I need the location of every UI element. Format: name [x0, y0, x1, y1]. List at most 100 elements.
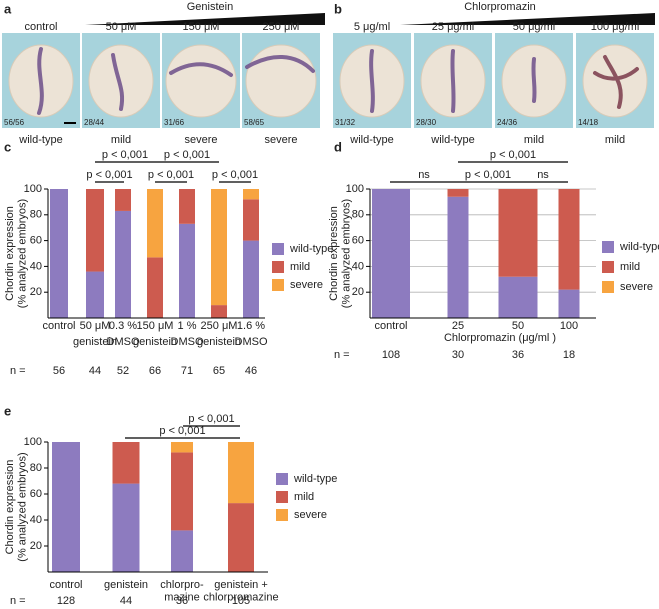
- text-line: (% analyzed embryos): [17, 452, 29, 561]
- column-label: 25 μg/ml: [432, 21, 474, 33]
- text-line: (% analyzed embryos): [17, 199, 29, 308]
- legend-swatch: [272, 261, 284, 273]
- significance-label: ns: [537, 169, 549, 181]
- column-label: 150 μM: [183, 21, 220, 33]
- gradient-wedge: [85, 13, 325, 25]
- bar-segment: [228, 442, 254, 504]
- text-line: Chordin expression: [328, 206, 340, 301]
- x-tick-label: DMSO: [107, 336, 140, 348]
- legend-label: wild-type: [619, 241, 659, 253]
- legend-label: mild: [620, 261, 640, 273]
- text-line: (% analyzed embryos): [341, 199, 353, 308]
- embryo-count: 28/44: [84, 118, 105, 127]
- text-line: Chordin expression: [4, 206, 16, 301]
- embryo-count: 31/32: [335, 118, 356, 127]
- column-label: 100 μg/ml: [591, 21, 640, 33]
- text-line: chlorpromazine: [203, 592, 278, 604]
- phenotype-label: severe: [184, 134, 217, 146]
- n-label: n =: [10, 595, 26, 607]
- bar-segment: [498, 276, 538, 318]
- y-tick-label: 40: [352, 260, 364, 272]
- x-tick-label: DMSO: [171, 336, 204, 348]
- y-label-group: Chordin expression(% analyzed embryos): [328, 199, 353, 308]
- embryo: [165, 44, 237, 118]
- bar-segment: [50, 189, 68, 318]
- y-tick-label: 100: [346, 183, 364, 195]
- n-value: 52: [117, 365, 129, 377]
- legend-swatch: [276, 509, 288, 521]
- n-value: 71: [181, 365, 193, 377]
- n-value: 46: [245, 365, 257, 377]
- bar-segment: [243, 199, 259, 241]
- column-label: 50 μg/ml: [513, 21, 555, 33]
- significance-label: ns: [418, 169, 430, 181]
- bar-segment: [171, 452, 193, 531]
- bar-segment: [447, 189, 469, 197]
- legend-label: severe: [620, 281, 653, 293]
- x-tick-label: genistein: [197, 336, 241, 348]
- bar-segment: [211, 305, 227, 318]
- text-line: chlorpro-: [160, 579, 204, 591]
- bar-segment: [112, 442, 140, 484]
- bar-segment: [558, 289, 580, 318]
- bar-segment: [558, 189, 580, 290]
- y-tick-label: 80: [30, 462, 42, 474]
- bar-segment: [211, 189, 227, 306]
- panel-label: c: [4, 139, 11, 154]
- panel-label: e: [4, 403, 11, 418]
- n-label: n =: [334, 349, 350, 361]
- legend-label: mild: [294, 491, 314, 503]
- panel-label: d: [334, 139, 342, 154]
- n-value: 36: [512, 349, 524, 361]
- embryo-count: 56/56: [4, 118, 25, 127]
- embryo-stain: [245, 54, 315, 73]
- concentration-label: 50 μM: [80, 320, 111, 332]
- legend-swatch: [602, 241, 614, 253]
- phenotype-label: wild-type: [349, 134, 393, 146]
- n-value: 128: [57, 595, 75, 607]
- concentration-label: 1 %: [178, 320, 197, 332]
- legend-swatch: [276, 491, 288, 503]
- concentration-label: 250 μM: [201, 320, 238, 332]
- embryo-count: 14/18: [578, 118, 599, 127]
- panel-title: Genistein: [187, 1, 233, 13]
- y-tick-label: 80: [30, 209, 42, 221]
- y-label-group: Chordin expression(% analyzed embryos): [4, 452, 29, 561]
- x-tick-label: genistein + chlorpromazine: [203, 579, 278, 604]
- n-label: n =: [10, 365, 26, 377]
- legend-label: severe: [290, 279, 323, 291]
- concentration-label: 150 μM: [137, 320, 174, 332]
- bar-segment: [179, 189, 195, 224]
- legend-label: wild-type: [289, 243, 333, 255]
- concentration-label: 1.6 %: [237, 320, 265, 332]
- y-tick-label: 80: [352, 209, 364, 221]
- y-axis-label: Chordin expression(% analyzed embryos): [4, 199, 29, 308]
- x-tick-label: genistein: [104, 579, 148, 591]
- embryo-stain: [169, 62, 233, 77]
- bar-segment: [228, 503, 254, 572]
- x-tick-label: control: [42, 320, 75, 332]
- y-tick-label: 60: [352, 235, 364, 247]
- bar-segment: [447, 196, 469, 318]
- legend-label: wild-type: [293, 473, 337, 485]
- embryo-stain: [450, 49, 456, 113]
- bar-segment: [52, 442, 80, 572]
- column-label: 250 μM: [263, 21, 300, 33]
- bar-segment: [179, 223, 195, 318]
- bar-segment: [147, 189, 163, 258]
- legend-label: severe: [294, 509, 327, 521]
- concentration-label: 0.3 %: [109, 320, 137, 332]
- bar-segment: [86, 271, 104, 318]
- phenotype-label: mild: [605, 134, 625, 146]
- significance-label: p < 0,001: [148, 169, 194, 181]
- x-tick-label: 100: [560, 320, 578, 332]
- n-value: 108: [382, 349, 400, 361]
- text-line: Chordin expression: [4, 460, 16, 555]
- y-tick-label: 20: [30, 286, 42, 298]
- y-axis-label: Chordin expression(% analyzed embryos): [328, 199, 353, 308]
- embryo-count: 24/36: [497, 118, 518, 127]
- legend-swatch: [276, 473, 288, 485]
- n-value: 44: [89, 365, 101, 377]
- significance-label: p < 0,001: [465, 169, 511, 181]
